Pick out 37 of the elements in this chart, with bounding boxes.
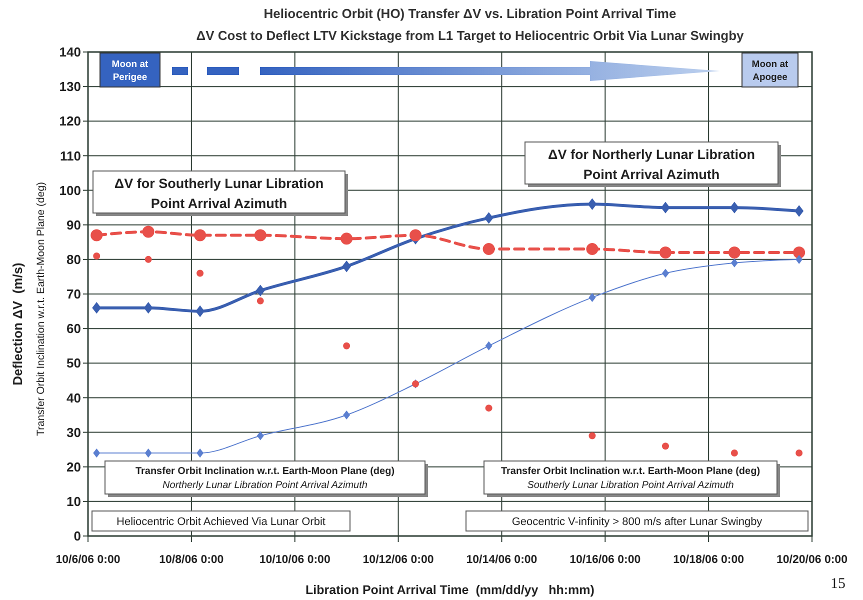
annotation: Moon at Apogee bbox=[752, 59, 790, 83]
y-tick-label: 0 bbox=[74, 528, 81, 544]
y-tick-label: 80 bbox=[66, 252, 81, 267]
annotation: Moon at Perigee bbox=[112, 59, 150, 83]
y-axis-title: Deflection ΔV (m/s) bbox=[10, 262, 25, 386]
y-tick-label: 20 bbox=[66, 459, 81, 474]
x-tick-label: 10/16/06 0:00 bbox=[570, 554, 641, 566]
x-tick-label: 10/14/06 0:00 bbox=[466, 554, 538, 566]
x-tick-label: 10/12/06 0:00 bbox=[362, 554, 434, 566]
text: 15 bbox=[830, 576, 846, 592]
y-tick-label: 90 bbox=[66, 217, 81, 232]
y-tick-label: 40 bbox=[66, 390, 81, 406]
x-tick-label: 10/6/06 0:00 bbox=[56, 554, 120, 566]
x-tick-label: 10/8/06 0:00 bbox=[159, 554, 224, 566]
y-tick-label: 10 bbox=[66, 494, 81, 509]
y-tick-label: 50 bbox=[66, 356, 81, 371]
x-tick-label: 10/10/06 0:00 bbox=[259, 554, 330, 566]
y-tick-label: 120 bbox=[59, 114, 81, 129]
x-tick-label: 10/18/06 0:00 bbox=[673, 554, 744, 566]
y-tick-label: 60 bbox=[66, 321, 81, 336]
chart-subtitle: ΔV Cost to Deflect LTV Kickstage from L1 Target to Heliocentric Orbit Via Lunar Swingby bbox=[196, 28, 745, 43]
text: Transfer Orbit Inclination w.r.t. Earth-Moon Plane (deg) bbox=[35, 182, 47, 436]
y-tick-label: 70 bbox=[66, 286, 81, 302]
text: Transfer Orbit Inclination w.r.t. Earth-Moon Plane (deg) Southerly Lunar Libration Point Arrival Azimuth bbox=[500, 466, 760, 491]
y-tick-label: 100 bbox=[59, 182, 81, 198]
y-tick-label: 130 bbox=[59, 79, 81, 94]
y-tick-label: 110 bbox=[60, 148, 81, 164]
y-tick-label: 140 bbox=[59, 44, 81, 60]
annotation: Heliocentric Orbit Achieved Via Lunar Orbit bbox=[116, 516, 326, 528]
y-tick-label: 30 bbox=[66, 424, 81, 440]
annotation: Geocentric V-infinity > 800 m/s after Lunar Swingby bbox=[512, 516, 763, 528]
series-label: ΔV for Northerly Lunar Libration Point Arrival Azimuth bbox=[548, 147, 755, 182]
chart-title: Heliocentric Orbit (HO) Transfer ΔV vs. Libration Point Arrival Time bbox=[264, 6, 676, 21]
x-axis-title: Libration Point Arrival Time (mm/dd/yy hh:mm) bbox=[306, 583, 594, 597]
x-tick-label: 10/20/06 0:00 bbox=[776, 554, 848, 566]
series-label: ΔV for Southerly Lunar Libration Point Arrival Azimuth bbox=[114, 176, 324, 211]
series-label: Transfer Orbit Inclination w.r.t. Earth-Moon Plane (deg) Northerly Lunar Libration Point Arrival Azimuth bbox=[135, 466, 395, 491]
